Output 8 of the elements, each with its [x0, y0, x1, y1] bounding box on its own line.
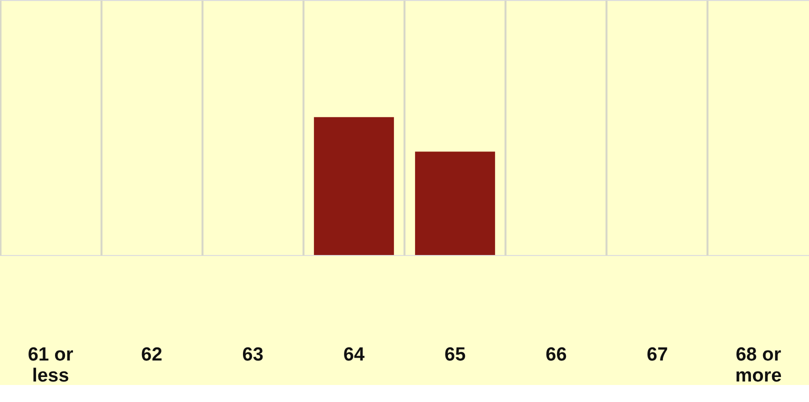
x-tick-label: 61 or less	[28, 344, 74, 386]
x-tick-label: 62	[141, 344, 162, 366]
x-tick-label: 64	[343, 344, 365, 366]
x-tick-label: 67	[646, 344, 668, 366]
x-tick-label: 63	[242, 344, 264, 366]
x-tick-label: 66	[546, 344, 567, 366]
x-tick-label: 68 or more	[735, 344, 782, 386]
x-tick-label: 65	[444, 344, 466, 366]
